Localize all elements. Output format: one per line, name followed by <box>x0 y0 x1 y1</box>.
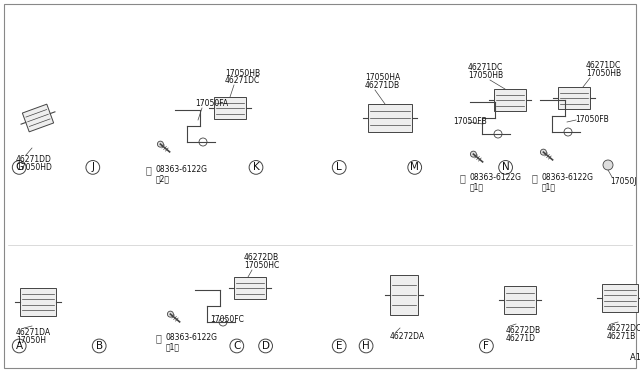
Bar <box>602 284 638 312</box>
Text: 17050FA: 17050FA <box>195 99 228 108</box>
Text: 46272DB: 46272DB <box>244 253 279 262</box>
Text: 46271DC: 46271DC <box>225 76 260 85</box>
Text: 08363-6122G: 08363-6122G <box>166 334 218 343</box>
Text: G: G <box>15 163 23 172</box>
Circle shape <box>564 128 572 136</box>
Circle shape <box>494 130 502 138</box>
Text: Ⓢ: Ⓢ <box>145 165 151 175</box>
Text: 17050HC: 17050HC <box>244 261 279 270</box>
Text: Ⓢ: Ⓢ <box>155 333 161 343</box>
Text: 46272DC: 46272DC <box>607 324 640 333</box>
Bar <box>234 277 266 299</box>
Text: 17050HB: 17050HB <box>225 69 260 78</box>
Bar <box>368 104 412 132</box>
Text: （1）: （1） <box>542 183 556 192</box>
Bar <box>494 89 526 111</box>
Circle shape <box>157 141 163 147</box>
Text: 46271DC: 46271DC <box>468 63 503 72</box>
Text: M: M <box>410 163 419 172</box>
Text: 46272DA: 46272DA <box>390 332 425 341</box>
Text: D: D <box>262 341 269 351</box>
Text: 46271DD: 46271DD <box>16 155 52 164</box>
Text: A173A 0514: A173A 0514 <box>630 353 640 362</box>
Text: 17050FB: 17050FB <box>575 115 609 125</box>
Text: 08363-6122G: 08363-6122G <box>470 173 522 183</box>
Bar <box>390 275 418 315</box>
Circle shape <box>219 318 227 326</box>
Text: F: F <box>483 341 490 351</box>
Bar <box>214 97 246 119</box>
Text: 08363-6122G: 08363-6122G <box>156 166 208 174</box>
Circle shape <box>168 311 173 317</box>
Text: E: E <box>336 341 342 351</box>
Text: 17050HD: 17050HD <box>16 163 52 172</box>
Circle shape <box>199 138 207 146</box>
Text: 17050HA: 17050HA <box>365 73 400 82</box>
Text: 46272DB: 46272DB <box>506 326 541 335</box>
Text: 46271DC: 46271DC <box>586 61 621 70</box>
Text: 08363-6122G: 08363-6122G <box>542 173 594 183</box>
Text: J: J <box>92 163 94 172</box>
Text: N: N <box>502 163 509 172</box>
Circle shape <box>470 151 476 157</box>
Text: 46271B: 46271B <box>607 332 636 341</box>
Text: 17050FB: 17050FB <box>453 118 487 126</box>
Text: 17050H: 17050H <box>16 336 46 345</box>
Text: 46271D: 46271D <box>506 334 536 343</box>
Text: L: L <box>337 163 342 172</box>
Text: Ⓢ: Ⓢ <box>459 173 465 183</box>
Circle shape <box>540 149 547 155</box>
Text: K: K <box>253 163 259 172</box>
Text: 17050FC: 17050FC <box>210 315 244 324</box>
Bar <box>20 288 56 316</box>
Text: 46271DB: 46271DB <box>365 81 400 90</box>
Text: B: B <box>95 341 103 351</box>
Bar <box>504 286 536 314</box>
Text: （2）: （2） <box>156 174 170 183</box>
Text: 46271DA: 46271DA <box>16 328 51 337</box>
Circle shape <box>603 160 613 170</box>
Text: H: H <box>362 341 370 351</box>
Text: 17050HB: 17050HB <box>586 69 621 78</box>
Bar <box>22 104 54 132</box>
Text: （1）: （1） <box>166 343 180 352</box>
Text: C: C <box>233 341 241 351</box>
Text: 17050HB: 17050HB <box>468 71 503 80</box>
Text: （1）: （1） <box>470 183 484 192</box>
Text: 17050J: 17050J <box>610 177 637 186</box>
Text: A: A <box>15 341 23 351</box>
Bar <box>558 87 590 109</box>
Text: Ⓢ: Ⓢ <box>531 173 537 183</box>
